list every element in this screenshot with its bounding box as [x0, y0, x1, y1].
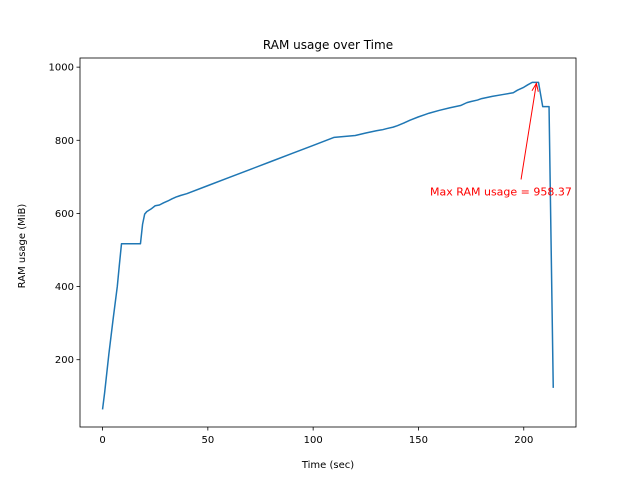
series-line-0 [101, 81, 554, 410]
axes-frame [79, 57, 577, 428]
chart-title: RAM usage over Time [263, 38, 393, 52]
annotation-arrow-line [520, 83, 537, 180]
y-tick-label: 400 [55, 282, 74, 293]
plot-area: 0 50 100 150 200 200 400 600 800 1000 Max RAM usag… [49, 57, 577, 446]
x-axis-label: Time (sec) [301, 460, 354, 471]
x-tick-label: 100 [304, 435, 323, 446]
annotation-arrow-head [531, 82, 539, 92]
x-tick-label: 50 [201, 435, 214, 446]
annotation-label: Max RAM usage = 958.37 [430, 185, 572, 198]
y-tick-label: 200 [55, 355, 74, 366]
y-tick-label: 1000 [49, 63, 74, 74]
y-tick-label: 800 [55, 136, 74, 147]
x-tick-label: 0 [99, 435, 105, 446]
y-axis-label: RAM usage (MiB) [17, 204, 28, 289]
x-tick-label: 150 [409, 435, 428, 446]
x-tick-label: 200 [514, 435, 533, 446]
y-tick-label: 600 [55, 209, 74, 220]
